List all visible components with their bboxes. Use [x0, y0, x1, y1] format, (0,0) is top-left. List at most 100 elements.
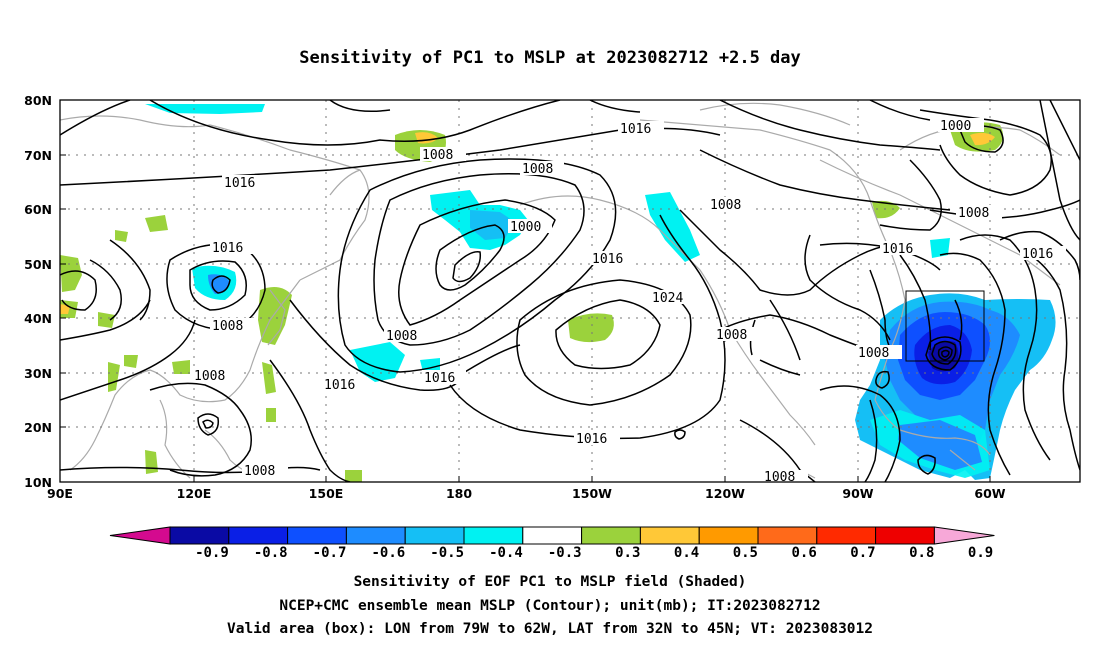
colorbar-tick-label: 0.8: [909, 545, 934, 561]
contour-label: 1008: [422, 148, 453, 163]
valid-area-box: [905, 290, 985, 362]
colorbar-cell: [757, 526, 818, 545]
colorbar-tick-label: -0.4: [489, 545, 523, 561]
lat-label: 80N: [24, 93, 52, 108]
shade-pos-13: [172, 360, 190, 374]
shade-pos-10: [115, 230, 128, 242]
contour-label: 1008: [212, 319, 243, 334]
contour-label: 1024: [652, 291, 683, 306]
shade-pos-15: [145, 450, 158, 474]
lon-label: 180: [446, 486, 472, 501]
lat-label: 60N: [24, 202, 52, 217]
colorbar-tick-label: -0.8: [254, 545, 288, 561]
contour-label: 1008: [858, 346, 889, 361]
colorbar-cell: [816, 526, 877, 545]
shade-pos-3-core: [970, 132, 995, 146]
shade-canada: [930, 238, 950, 258]
shade-arctic: [145, 104, 265, 114]
contour-labels: 1016 1008 1000 1008 1016 1016 1008 1008 …: [192, 118, 1066, 485]
footer-line-2: NCEP+CMC ensemble mean MSLP (Contour); u…: [279, 598, 821, 614]
colorbar-cell: [345, 526, 406, 545]
colorbar-cell: [522, 526, 583, 545]
lon-label: 120E: [177, 486, 212, 501]
contour-label: 1008: [386, 329, 417, 344]
lon-label: 150W: [572, 486, 612, 501]
shade-alaska: [645, 192, 700, 262]
colorbar-tick-label: -0.7: [313, 545, 347, 561]
colorbar-cell: [698, 526, 759, 545]
contour-label: 1008: [710, 198, 741, 213]
latitude-labels: 80N 70N 60N 50N 40N 30N 20N 10N: [24, 93, 52, 490]
axis-ticks: [60, 99, 991, 482]
lon-label: 150E: [309, 486, 344, 501]
colorbar-max-arrow: [933, 526, 995, 545]
colorbar-min-arrow: [109, 526, 171, 545]
shade-pos-8: [98, 312, 115, 328]
colorbar-cell: [404, 526, 465, 545]
contour-label: 1016: [324, 378, 355, 393]
contour-label: 1008: [244, 464, 275, 479]
shade-pos-12: [124, 355, 138, 368]
colorbar-cell: [463, 526, 524, 545]
shade-pos-9: [145, 215, 168, 232]
lat-label: 50N: [24, 257, 52, 272]
contour-label: 1016: [620, 122, 651, 137]
shade-pos-4: [872, 200, 900, 219]
shade-caribbean-blue: [898, 420, 982, 470]
colorbar-cell: [169, 526, 230, 545]
colorbar-cell: [639, 526, 700, 545]
shade-pos-14: [262, 362, 276, 394]
map-frame: [59, 99, 1081, 483]
longitude-labels: 90E 120E 150E 180 150W 120W 90W 60W: [47, 486, 1006, 501]
shade-pos-11: [108, 362, 120, 392]
lat-label: 30N: [24, 366, 52, 381]
contour-label: 1016: [882, 242, 913, 257]
lat-label: 20N: [24, 420, 52, 435]
contour-label: 1016: [1022, 247, 1053, 262]
lat-label: 10N: [24, 475, 52, 490]
contour-label: 1008: [764, 470, 795, 485]
colorbar-tick-labels: -0.9 -0.8 -0.7 -0.6 -0.5 -0.4 -0.3 0.3 0.4 0.5 0.6…: [195, 545, 993, 561]
contour-label: 1008: [194, 369, 225, 384]
contour-label: 1016: [592, 252, 623, 267]
colorbar-tick-label: -0.6: [371, 545, 405, 561]
colorbar-cell: [287, 526, 347, 545]
colorbar: [109, 526, 995, 545]
contour-label: 1008: [522, 162, 553, 177]
colorbar-cell: [581, 526, 641, 545]
colorbar-tick-label: 0.4: [674, 545, 699, 561]
contour-label: 1016: [224, 176, 255, 191]
lon-label: 120W: [705, 486, 745, 501]
mslp-contours: [60, 100, 1080, 482]
colorbar-tick-label: 0.6: [792, 545, 817, 561]
contour-label: 1008: [716, 328, 747, 343]
colorbar-cell: [875, 526, 935, 545]
shade-hawaii: [350, 342, 405, 382]
lon-label: 60W: [974, 486, 1005, 501]
lat-label: 70N: [24, 148, 52, 163]
contour-label: 1000: [940, 119, 971, 134]
contour-label: 1016: [212, 241, 243, 256]
footer-line-3: Valid area (box): LON from 79W to 62W, L…: [226, 621, 873, 637]
colorbar-tick-label: -0.3: [548, 545, 582, 561]
lat-label: 40N: [24, 311, 52, 326]
colorbar-tick-label: -0.5: [430, 545, 464, 561]
coastlines: [60, 102, 1061, 479]
contour-label: 1000: [510, 220, 541, 235]
colorbar-tick-label: 0.5: [733, 545, 758, 561]
contour-label: 1008: [958, 206, 989, 221]
shade-pos-2: [568, 313, 614, 343]
contour-label: 1016: [424, 371, 455, 386]
footer-line-1: Sensitivity of EOF PC1 to MSLP field (Sh…: [353, 574, 747, 590]
colorbar-tick-label: 0.9: [968, 545, 993, 561]
colorbar-tick-label: 0.7: [850, 545, 875, 561]
colorbar-cell: [228, 526, 289, 545]
map-title: Sensitivity of PC1 to MSLP at 2023082712…: [299, 48, 801, 68]
lon-label: 90E: [47, 486, 73, 501]
shade-pos-17: [266, 408, 276, 422]
colorbar-tick-label: -0.9: [195, 545, 229, 561]
lon-label: 90W: [842, 486, 873, 501]
colorbar-tick-label: 0.3: [615, 545, 640, 561]
shade-pos-16: [345, 470, 362, 482]
